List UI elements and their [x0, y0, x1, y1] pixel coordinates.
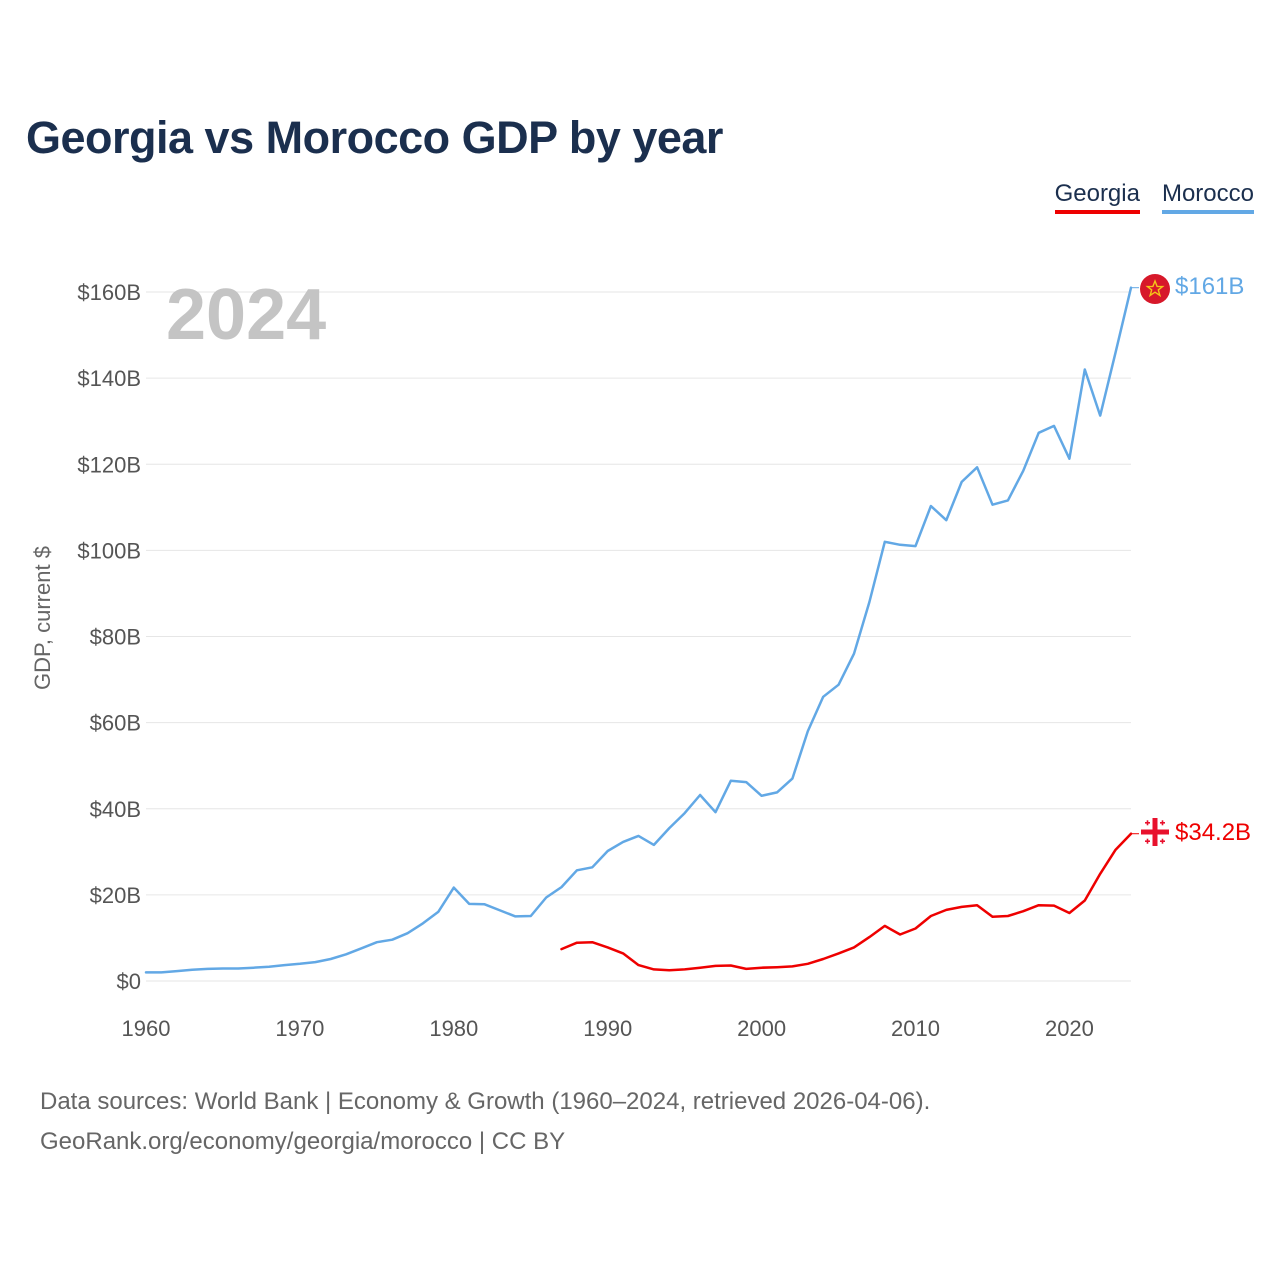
morocco-flag-icon	[1140, 274, 1170, 304]
footer: Data sources: World Bank | Economy & Gro…	[40, 1082, 930, 1162]
series-line-morocco[interactable]	[144, 286, 1133, 974]
y-tick-label: $40B	[90, 797, 141, 822]
x-tick-label: 1970	[275, 1016, 324, 1041]
x-tick-label: 1990	[583, 1016, 632, 1041]
y-tick-label: $0	[117, 969, 141, 994]
gdp-line-chart: 2024 GDP, current $ $0 $20B $40B $60B $80B $1…	[30, 273, 1251, 1041]
y-tick-label: $120B	[77, 452, 141, 477]
x-tick-label: 2000	[737, 1016, 786, 1041]
x-axis-ticks: 1960 1970 1980 1990 2000 2010 2020	[122, 1016, 1094, 1041]
georgia-flag-icon	[1141, 818, 1169, 846]
y-axis-label: GDP, current $	[30, 546, 55, 690]
x-tick-label: 1960	[122, 1016, 171, 1041]
series-lines	[144, 286, 1139, 974]
y-tick-label: $80B	[90, 625, 141, 650]
series-line-georgia[interactable]	[560, 832, 1133, 972]
legend-item-morocco[interactable]: Morocco	[1161, 180, 1254, 214]
x-tick-label: 2010	[891, 1016, 940, 1041]
y-tick-label: $60B	[90, 711, 141, 736]
chart-title: Georgia vs Morocco GDP by year	[26, 112, 723, 163]
y-tick-label: $140B	[77, 366, 141, 391]
y-tick-label: $160B	[77, 280, 141, 305]
y-tick-label: $20B	[90, 883, 141, 908]
morocco-end-value: $161B	[1175, 273, 1244, 300]
year-label: 2024	[166, 275, 326, 355]
georgia-end-value: $34.2B	[1175, 819, 1251, 846]
source-url-text: GeoRank.org/economy/georgia/morocco | CC…	[40, 1128, 566, 1155]
y-tick-label: $100B	[77, 538, 141, 563]
data-sources-text: Data sources: World Bank | Economy & Gro…	[40, 1088, 931, 1115]
grid-lines	[146, 291, 1131, 982]
x-tick-label: 1980	[429, 1016, 478, 1041]
y-axis-ticks: $0 $20B $40B $60B $80B $100B $120B $140B $160B	[77, 280, 141, 994]
legend: Georgia Morocco	[1054, 180, 1254, 214]
legend-item-georgia[interactable]: Georgia	[1054, 180, 1140, 214]
x-tick-label: 2020	[1045, 1016, 1094, 1041]
